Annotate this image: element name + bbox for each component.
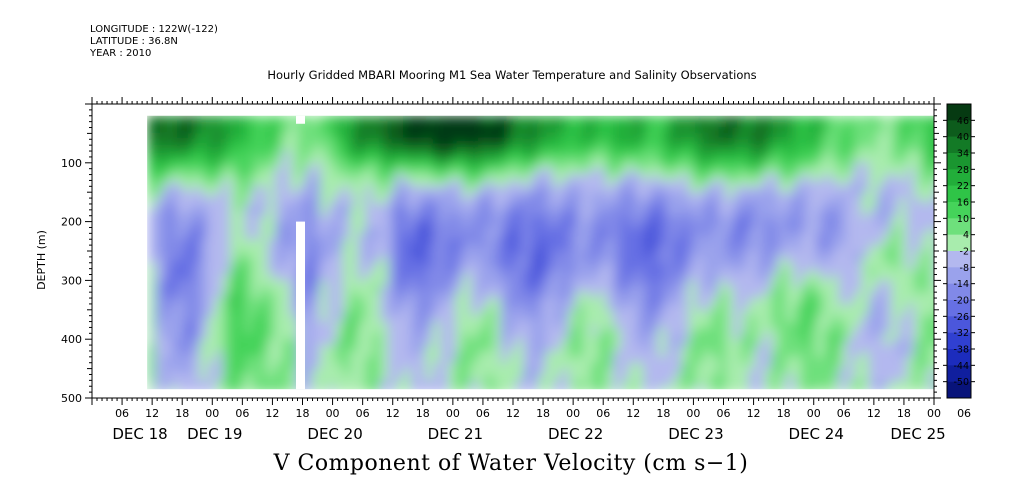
x-tick-label: 00 xyxy=(807,407,821,420)
heatmap-field xyxy=(92,104,934,398)
colorbar-label: 40 xyxy=(957,132,969,143)
colorbar-swatch xyxy=(947,267,971,284)
x-tick-label: 06 xyxy=(596,407,610,420)
colorbar-label: -20 xyxy=(953,296,969,307)
colorbar-label: 16 xyxy=(957,198,969,209)
x-tick-label: 12 xyxy=(265,407,279,420)
day-label: DEC 19 xyxy=(187,425,242,443)
x-tick-label: 00 xyxy=(326,407,340,420)
colorbar-label: -44 xyxy=(953,361,969,372)
colorbar-swatch xyxy=(947,365,971,382)
x-tick-label: 06 xyxy=(115,407,129,420)
x-tick-label: 06 xyxy=(957,407,971,420)
x-tick-label: 06 xyxy=(717,407,731,420)
x-tick-label: 00 xyxy=(566,407,580,420)
x-tick-label: 18 xyxy=(416,407,430,420)
y-tick-label: 100 xyxy=(61,157,82,170)
day-label: DEC 24 xyxy=(789,425,844,443)
day-label: DEC 25 xyxy=(890,425,945,443)
x-tick-label: 18 xyxy=(536,407,550,420)
x-tick-label: 00 xyxy=(927,407,941,420)
colorbar-label: 28 xyxy=(957,165,969,176)
x-tick-label: 06 xyxy=(356,407,370,420)
colorbar-label: -2 xyxy=(960,247,969,258)
colorbar-swatch xyxy=(947,136,971,154)
x-tick-label: 12 xyxy=(145,407,159,420)
colorbar-swatch xyxy=(947,153,971,170)
y-axis-label: DEPTH (m) xyxy=(35,230,48,290)
colorbar-swatch xyxy=(947,169,971,186)
colorbar-label: 4 xyxy=(963,230,969,241)
colorbar-swatch xyxy=(947,185,971,203)
year-label: YEAR : 2010 xyxy=(90,48,152,59)
colorbar-swatch xyxy=(947,104,971,121)
x-tick-label: 00 xyxy=(205,407,219,420)
colorbar-label: -38 xyxy=(953,345,969,356)
y-tick-label: 300 xyxy=(61,274,82,287)
y-tick-label: 400 xyxy=(61,333,82,346)
colorbar: 46 40 34 28 22 16 10 4 -2 -8 -14 -20 -26 -32 -38 -44 -50 xyxy=(943,103,975,399)
latitude-label: LATITUDE : 36.8N xyxy=(90,36,178,47)
y-tick-label: 500 xyxy=(61,392,82,405)
colorbar-swatch xyxy=(947,283,971,301)
colorbar-swatch xyxy=(947,234,971,252)
x-tick-label: 18 xyxy=(897,407,911,420)
x-tick-label: 06 xyxy=(476,407,490,420)
colorbar-label: 22 xyxy=(957,181,969,192)
colorbar-swatch xyxy=(947,251,971,268)
x-tick-label: 18 xyxy=(296,407,310,420)
colorbar-label: -50 xyxy=(953,377,969,388)
metadata-block: LONGITUDE : 122W(-122) LATITUDE : 36.8N … xyxy=(90,24,218,60)
longitude-label: LONGITUDE : 122W(-122) xyxy=(90,24,218,35)
day-label: DEC 20 xyxy=(307,425,362,443)
x-tick-label: 06 xyxy=(837,407,851,420)
colorbar-label: 10 xyxy=(957,214,969,225)
colorbar-swatch xyxy=(947,381,971,399)
x-tick-label: 12 xyxy=(867,407,881,420)
x-tick-label: 00 xyxy=(686,407,700,420)
colorbar-swatch xyxy=(947,316,971,333)
x-tick-label: 00 xyxy=(446,407,460,420)
x-tick-label: 12 xyxy=(506,407,520,420)
x-tick-label: 06 xyxy=(235,407,249,420)
colorbar-swatch xyxy=(947,120,971,137)
x-tick-label: 18 xyxy=(777,407,791,420)
day-label: DEC 22 xyxy=(548,425,603,443)
colorbar-label: -32 xyxy=(953,328,969,339)
day-label: DEC 18 xyxy=(112,425,167,443)
colorbar-swatch xyxy=(947,300,971,317)
colorbar-label: -14 xyxy=(953,279,969,290)
axes: 06 12 18 00 06 12 18 00 06 12 18 00 06 12 18 00 06 12 18 00… xyxy=(61,97,971,443)
colorbar-label: 46 xyxy=(957,116,969,127)
colorbar-label: -26 xyxy=(953,312,969,323)
x-tick-label: 12 xyxy=(626,407,640,420)
chart-title: Hourly Gridded MBARI Mooring M1 Sea Wate… xyxy=(267,68,757,82)
colorbar-label: 34 xyxy=(957,149,969,160)
colorbar-swatch xyxy=(947,202,971,219)
colorbar-swatch xyxy=(947,332,971,350)
x-tick-label: 18 xyxy=(175,407,189,420)
x-tick-label: 12 xyxy=(386,407,400,420)
colorbar-swatch xyxy=(947,218,971,235)
colorbar-swatch xyxy=(947,349,971,366)
x-tick-label: 18 xyxy=(656,407,670,420)
colorbar-label: -8 xyxy=(960,263,969,274)
y-tick-label: 200 xyxy=(61,216,82,229)
variable-title: V Component of Water Velocity (cm s−1) xyxy=(273,451,749,476)
x-tick-label: 12 xyxy=(747,407,761,420)
day-label: DEC 23 xyxy=(668,425,723,443)
day-label: DEC 21 xyxy=(428,425,483,443)
